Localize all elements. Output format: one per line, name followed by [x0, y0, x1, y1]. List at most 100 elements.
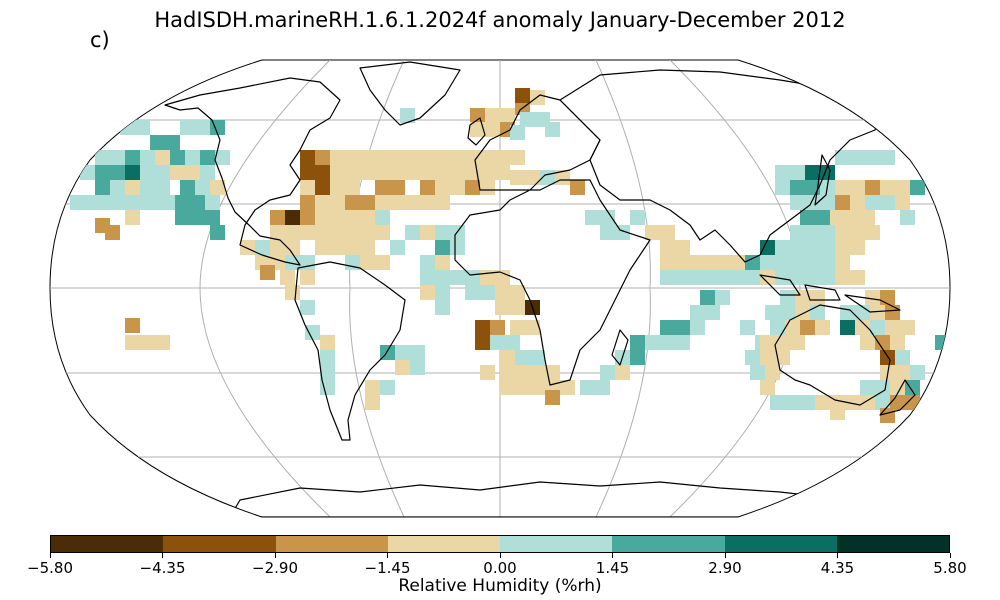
- anomaly-cell: [835, 270, 850, 285]
- anomaly-cell: [200, 150, 215, 165]
- anomaly-cell: [895, 365, 910, 380]
- anomaly-cell: [390, 150, 405, 165]
- anomaly-cell: [175, 210, 190, 225]
- anomaly-cell: [285, 240, 300, 255]
- anomaly-cell: [420, 180, 435, 195]
- anomaly-cell: [775, 335, 790, 350]
- anomaly-cell: [820, 195, 835, 210]
- anomaly-cell: [420, 225, 435, 240]
- anomaly-cell: [165, 135, 180, 150]
- anomaly-cell: [660, 270, 675, 285]
- anomaly-cell: [420, 255, 435, 270]
- anomaly-cell: [375, 165, 390, 180]
- anomaly-cell: [435, 240, 450, 255]
- anomaly-cell: [110, 150, 125, 165]
- anomaly-cell: [850, 180, 865, 195]
- anomaly-cell: [850, 150, 865, 165]
- anomaly-cell: [765, 365, 780, 380]
- anomaly-cell: [330, 180, 345, 195]
- anomaly-cell: [435, 300, 450, 315]
- anomaly-cell: [390, 195, 405, 210]
- anomaly-cell: [850, 195, 865, 210]
- anomaly-cell: [585, 210, 600, 225]
- anomaly-cell: [420, 165, 435, 180]
- anomaly-cell: [690, 255, 705, 270]
- anomaly-cell: [125, 150, 140, 165]
- anomaly-cell: [140, 165, 155, 180]
- anomaly-cell: [760, 350, 775, 365]
- anomaly-cell: [840, 320, 855, 335]
- anomaly-cell: [830, 405, 845, 420]
- anomaly-cell: [760, 335, 775, 350]
- anomaly-cell: [770, 395, 785, 410]
- anomaly-cell: [790, 270, 805, 285]
- colorbar-ticks: −5.80 −4.35 −2.90 −1.45 0.00 1.45 2.90 4.35 5.80: [27, 553, 967, 583]
- anomaly-cell: [125, 335, 140, 350]
- anomaly-cell: [315, 195, 330, 210]
- anomaly-cell: [785, 320, 800, 335]
- anomaly-cell: [195, 180, 210, 195]
- anomaly-cell: [660, 255, 675, 270]
- anomaly-cell: [500, 365, 515, 380]
- anomaly-cell: [160, 195, 175, 210]
- anomaly-cell: [525, 170, 540, 185]
- anomaly-cell: [850, 225, 865, 240]
- anomaly-cell: [880, 408, 895, 423]
- anomaly-cell: [420, 195, 435, 210]
- anomaly-cell: [745, 255, 760, 270]
- new-zealand-outline: [879, 379, 916, 416]
- map-title: HadISDH.marineRH.1.6.1.2024f anomaly Jan…: [154, 8, 846, 32]
- greenland-outline: [359, 61, 461, 126]
- colorbar-tick-label: −5.80: [27, 559, 73, 577]
- anomaly-cell: [375, 150, 390, 165]
- anomaly-cell: [615, 365, 630, 380]
- anomaly-cell: [630, 335, 645, 350]
- anomaly-cell: [450, 150, 465, 165]
- anomaly-cell: [885, 305, 900, 320]
- colorbar-segment: [724, 536, 837, 552]
- anomaly-cell: [690, 320, 705, 335]
- anomaly-cell: [360, 255, 375, 270]
- anomaly-cell: [180, 120, 195, 135]
- anomaly-cell: [870, 320, 885, 335]
- anomaly-cell: [360, 165, 375, 180]
- anomaly-cell: [485, 122, 500, 137]
- colorbar-tick-label: 0.00: [483, 559, 517, 577]
- anomaly-cell: [805, 165, 820, 180]
- anomaly-cell: [790, 180, 805, 195]
- anomaly-cell: [900, 210, 915, 225]
- anomaly-cell: [300, 255, 315, 270]
- anomaly-cell: [495, 165, 510, 180]
- anomaly-cell: [905, 380, 920, 395]
- anomaly-cell: [400, 108, 415, 123]
- anomaly-cell: [465, 180, 480, 195]
- anomaly-cell: [740, 320, 755, 335]
- anomaly-cell: [660, 320, 675, 335]
- anomaly-cell: [420, 285, 435, 300]
- anomaly-cell: [435, 255, 450, 270]
- anomaly-cell: [330, 150, 345, 165]
- anomaly-cell: [420, 270, 435, 285]
- colorbar-segment: [163, 536, 276, 552]
- anomaly-cell: [675, 320, 690, 335]
- anomaly-cell: [515, 380, 530, 395]
- anomaly-cell: [675, 240, 690, 255]
- anomaly-cell: [140, 150, 155, 165]
- anomaly-cell: [125, 210, 140, 225]
- anomaly-cell: [510, 150, 525, 165]
- anomaly-cell: [510, 320, 525, 335]
- anomaly-cell: [805, 255, 820, 270]
- anomaly-cell: [330, 210, 345, 225]
- anomaly-cell: [300, 195, 315, 210]
- anomaly-cell: [360, 195, 375, 210]
- anomaly-cell: [280, 270, 295, 285]
- anomaly-cell: [195, 120, 210, 135]
- anomaly-cell: [190, 195, 205, 210]
- anomaly-cell: [450, 165, 465, 180]
- anomaly-cell: [760, 380, 775, 395]
- anomaly-cell: [815, 395, 830, 410]
- anomaly-cell: [500, 380, 515, 395]
- anomaly-cell: [810, 305, 825, 320]
- anomaly-cell: [300, 180, 315, 195]
- anomaly-cell: [375, 210, 390, 225]
